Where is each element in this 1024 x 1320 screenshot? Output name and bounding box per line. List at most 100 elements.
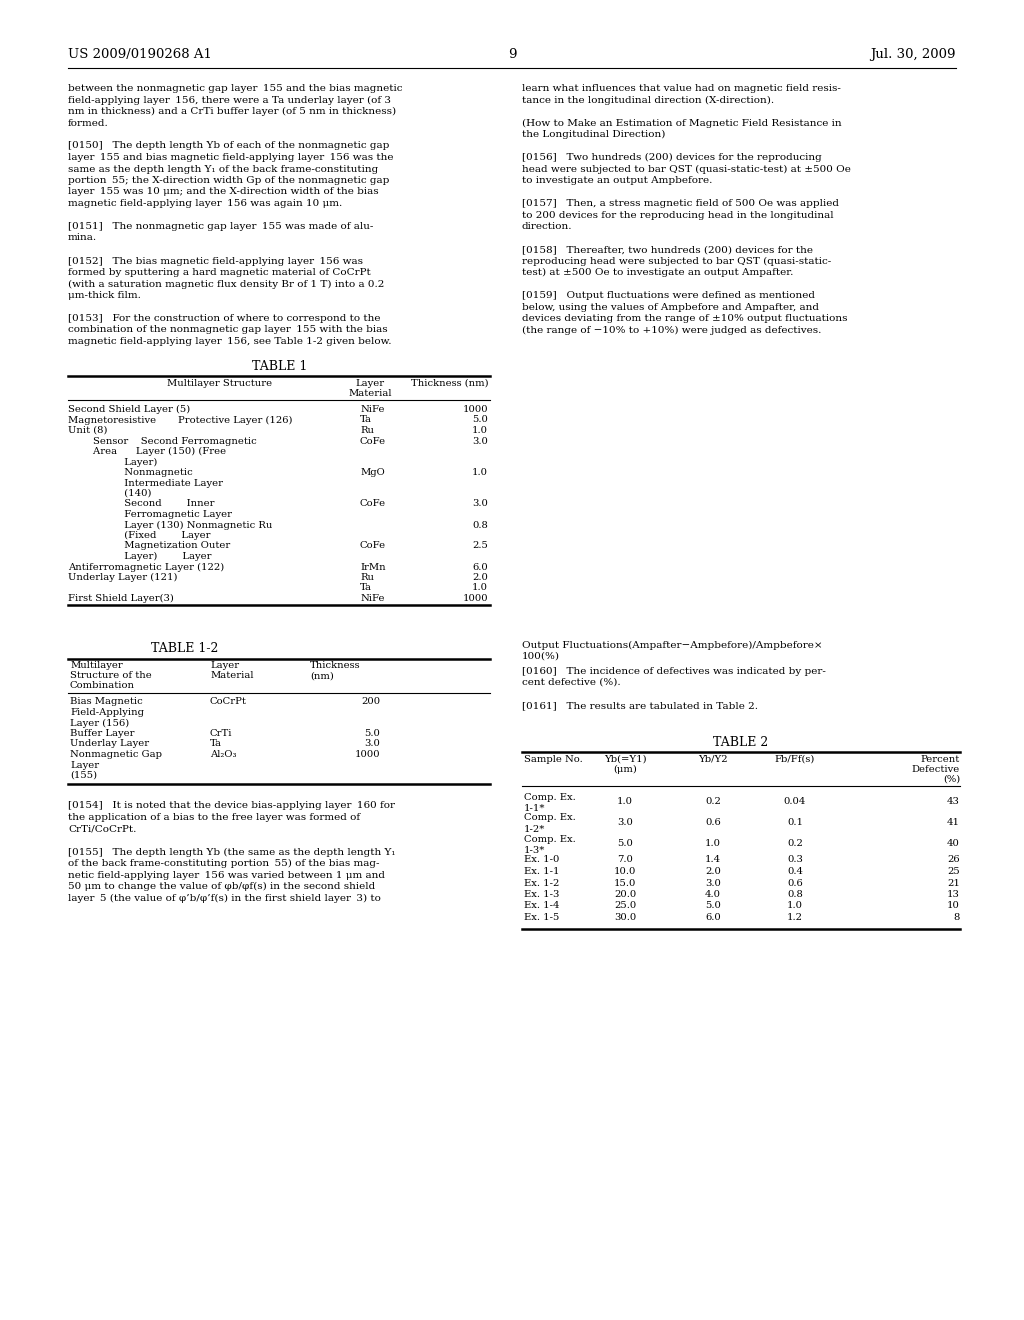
- Text: Magnetoresistive       Protective Layer (126): Magnetoresistive Protective Layer (126): [68, 416, 293, 425]
- Text: 0.04: 0.04: [783, 797, 806, 807]
- Text: Second Shield Layer (5): Second Shield Layer (5): [68, 405, 190, 414]
- Text: Fb/Ff(s): Fb/Ff(s): [775, 755, 815, 763]
- Text: 0.4: 0.4: [787, 867, 803, 876]
- Text: 41: 41: [947, 818, 961, 828]
- Text: Ru: Ru: [360, 573, 374, 582]
- Text: Combination: Combination: [70, 681, 135, 690]
- Text: Defective: Defective: [911, 764, 961, 774]
- Text: Comp. Ex.: Comp. Ex.: [524, 813, 575, 822]
- Text: 2.0: 2.0: [706, 867, 721, 876]
- Text: TABLE 1-2: TABLE 1-2: [152, 643, 219, 656]
- Text: Thickness: Thickness: [310, 661, 360, 671]
- Text: Bias Magnetic: Bias Magnetic: [70, 697, 142, 706]
- Text: (140): (140): [68, 488, 152, 498]
- Text: 0.8: 0.8: [472, 520, 488, 529]
- Text: 25.0: 25.0: [613, 902, 636, 911]
- Text: US 2009/0190268 A1: US 2009/0190268 A1: [68, 48, 212, 61]
- Text: Ex. 1-1: Ex. 1-1: [524, 867, 559, 876]
- Text: Second        Inner: Second Inner: [68, 499, 214, 508]
- Text: Layer: Layer: [210, 661, 240, 671]
- Text: TABLE 2: TABLE 2: [714, 735, 769, 748]
- Text: (Fixed        Layer: (Fixed Layer: [68, 531, 211, 540]
- Text: CoFe: CoFe: [360, 541, 386, 550]
- Text: 1000: 1000: [463, 405, 488, 414]
- Text: netic field-applying layer  156 was varied between 1 μm and: netic field-applying layer 156 was varie…: [68, 870, 385, 879]
- Text: (155): (155): [70, 771, 97, 780]
- Text: [0157]   Then, a stress magnetic field of 500 Oe was applied: [0157] Then, a stress magnetic field of …: [522, 199, 839, 209]
- Text: 200: 200: [360, 697, 380, 706]
- Text: Sample No.: Sample No.: [524, 755, 583, 763]
- Text: [0153]   For the construction of where to correspond to the: [0153] For the construction of where to …: [68, 314, 381, 323]
- Text: test) at ±500 Oe to investigate an output Ampafter.: test) at ±500 Oe to investigate an outpu…: [522, 268, 794, 277]
- Text: Thickness (nm): Thickness (nm): [412, 379, 488, 388]
- Text: [0154]   It is noted that the device bias-applying layer  160 for: [0154] It is noted that the device bias-…: [68, 801, 395, 810]
- Text: Nonmagnetic: Nonmagnetic: [68, 469, 193, 477]
- Text: 1-1*: 1-1*: [524, 804, 546, 813]
- Text: (nm): (nm): [310, 672, 334, 681]
- Text: Multilayer Structure: Multilayer Structure: [168, 379, 272, 388]
- Text: 5.0: 5.0: [472, 416, 488, 425]
- Text: layer  155 and bias magnetic field-applying layer  156 was the: layer 155 and bias magnetic field-applyi…: [68, 153, 393, 162]
- Text: devices deviating from the range of ±10% output fluctuations: devices deviating from the range of ±10%…: [522, 314, 848, 323]
- Text: 1.0: 1.0: [472, 469, 488, 477]
- Text: Ex. 1-3: Ex. 1-3: [524, 890, 559, 899]
- Text: Ferromagnetic Layer: Ferromagnetic Layer: [68, 510, 232, 519]
- Text: 8: 8: [953, 913, 961, 921]
- Text: 3.0: 3.0: [472, 437, 488, 446]
- Text: 30.0: 30.0: [613, 913, 636, 921]
- Text: Comp. Ex.: Comp. Ex.: [524, 834, 575, 843]
- Text: Underlay Layer (121): Underlay Layer (121): [68, 573, 177, 582]
- Text: Structure of the: Structure of the: [70, 672, 152, 681]
- Text: 43: 43: [947, 797, 961, 807]
- Text: Ta: Ta: [210, 739, 222, 748]
- Text: Ex. 1-5: Ex. 1-5: [524, 913, 559, 921]
- Text: 1-2*: 1-2*: [524, 825, 546, 834]
- Text: Multilayer: Multilayer: [70, 661, 123, 671]
- Text: 0.8: 0.8: [787, 890, 803, 899]
- Text: 1.0: 1.0: [617, 797, 633, 807]
- Text: 26: 26: [947, 855, 961, 865]
- Text: the application of a bias to the free layer was formed of: the application of a bias to the free la…: [68, 813, 360, 822]
- Text: 6.0: 6.0: [706, 913, 721, 921]
- Text: 50 μm to change the value of φb/φf(s) in the second shield: 50 μm to change the value of φb/φf(s) in…: [68, 882, 375, 891]
- Text: 0.6: 0.6: [787, 879, 803, 887]
- Text: of the back frame-constituting portion  55) of the bias mag-: of the back frame-constituting portion 5…: [68, 859, 380, 869]
- Text: 1-3*: 1-3*: [524, 846, 546, 855]
- Text: Material: Material: [348, 389, 392, 399]
- Text: [0156]   Two hundreds (200) devices for the reproducing: [0156] Two hundreds (200) devices for th…: [522, 153, 821, 162]
- Text: 10.0: 10.0: [613, 867, 636, 876]
- Text: Al₂O₃: Al₂O₃: [210, 750, 237, 759]
- Text: 2.0: 2.0: [472, 573, 488, 582]
- Text: Ex. 1-0: Ex. 1-0: [524, 855, 559, 865]
- Text: cent defective (%).: cent defective (%).: [522, 678, 621, 686]
- Text: CoFe: CoFe: [360, 499, 386, 508]
- Text: TABLE 1: TABLE 1: [252, 360, 307, 374]
- Text: Material: Material: [210, 672, 254, 681]
- Text: Sensor    Second Ferromagnetic: Sensor Second Ferromagnetic: [68, 437, 257, 446]
- Text: (the range of −10% to +10%) were judged as defectives.: (the range of −10% to +10%) were judged …: [522, 326, 821, 335]
- Text: field-applying layer  156, there were a Ta underlay layer (of 3: field-applying layer 156, there were a T…: [68, 95, 391, 104]
- Text: Area      Layer (150) (Free: Area Layer (150) (Free: [68, 447, 226, 457]
- Text: CoFe: CoFe: [360, 437, 386, 446]
- Text: Underlay Layer: Underlay Layer: [70, 739, 150, 748]
- Text: 0.2: 0.2: [787, 840, 803, 849]
- Text: 7.0: 7.0: [617, 855, 633, 865]
- Text: Ex. 1-4: Ex. 1-4: [524, 902, 559, 911]
- Text: NiFe: NiFe: [360, 405, 384, 414]
- Text: 1.0: 1.0: [472, 583, 488, 593]
- Text: [0152]   The bias magnetic field-applying layer  156 was: [0152] The bias magnetic field-applying …: [68, 256, 362, 265]
- Text: Ta: Ta: [360, 416, 372, 425]
- Text: 20.0: 20.0: [613, 890, 636, 899]
- Text: Comp. Ex.: Comp. Ex.: [524, 792, 575, 801]
- Text: Antiferromagnetic Layer (122): Antiferromagnetic Layer (122): [68, 562, 224, 572]
- Text: (How to Make an Estimation of Magnetic Field Resistance in: (How to Make an Estimation of Magnetic F…: [522, 119, 842, 128]
- Text: 0.6: 0.6: [706, 818, 721, 828]
- Text: 3.0: 3.0: [365, 739, 380, 748]
- Text: MgO: MgO: [360, 469, 385, 477]
- Text: combination of the nonmagnetic gap layer  155 with the bias: combination of the nonmagnetic gap layer…: [68, 326, 388, 334]
- Text: Layer (156): Layer (156): [70, 718, 129, 727]
- Text: 100(%): 100(%): [522, 652, 560, 660]
- Text: 5.0: 5.0: [365, 729, 380, 738]
- Text: CoCrPt: CoCrPt: [210, 697, 247, 706]
- Text: 1000: 1000: [463, 594, 488, 603]
